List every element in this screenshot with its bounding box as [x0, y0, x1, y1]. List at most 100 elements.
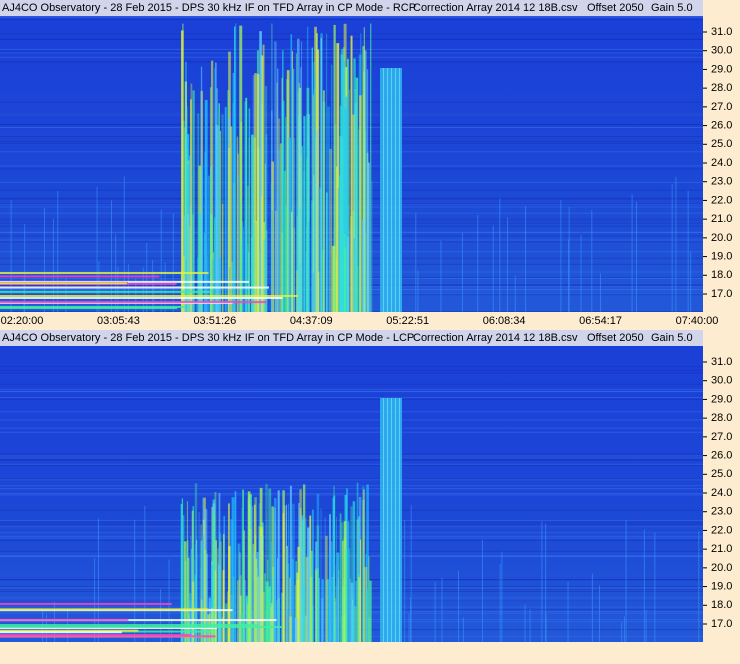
burst-streak [274, 41, 277, 313]
burst-streak [257, 576, 259, 642]
faint-streak [591, 573, 593, 642]
faint-streak [591, 209, 593, 312]
burst-streak [234, 491, 237, 642]
burst-streak [185, 541, 187, 642]
noise-line [0, 532, 703, 534]
time-label: 05:22:51 [386, 315, 429, 327]
burst-streak [200, 66, 203, 312]
burst-streak [355, 580, 357, 642]
time-label: 06:08:34 [483, 315, 526, 327]
burst-streak [311, 200, 314, 312]
burst-streak [181, 30, 184, 312]
noise-line [0, 459, 703, 461]
burst-streak [367, 162, 370, 312]
burst-streak [303, 116, 306, 312]
noise-line [0, 411, 703, 413]
burst-streak [267, 619, 271, 642]
noise-line [0, 519, 703, 521]
burst-streak [190, 548, 193, 642]
faint-streak [417, 270, 419, 312]
burst-streak [341, 540, 344, 642]
noise-line [0, 479, 703, 481]
faint-streak [52, 218, 54, 312]
burst-streak [255, 558, 258, 642]
burst-streak [211, 564, 213, 642]
burst-streak [180, 503, 183, 642]
faint-streak [541, 521, 543, 642]
burst-streak [292, 68, 295, 312]
burst-streak [369, 580, 372, 642]
noise-line [0, 33, 703, 35]
noise-band-line [399, 398, 400, 642]
faint-streak [477, 215, 479, 312]
noise-line [0, 453, 703, 455]
burst-streak [316, 525, 320, 642]
burst-streak [244, 579, 246, 642]
frequency-label: 17.0 [711, 288, 732, 300]
faint-streak [10, 199, 12, 312]
burst-streak [321, 578, 324, 642]
faint-streak [320, 508, 322, 642]
burst-streak [366, 484, 369, 642]
interference-line [0, 618, 129, 621]
noise-line [0, 556, 703, 558]
burst-streak [314, 74, 316, 313]
burst-streak [257, 74, 260, 312]
faint-streak [144, 505, 146, 642]
noise-band-line [395, 398, 396, 642]
burst-streak [333, 495, 336, 642]
noise-line [0, 372, 703, 374]
noise-band-line [387, 398, 388, 642]
faint-streak [160, 209, 162, 312]
faint-streak [600, 273, 602, 312]
burst-streak [316, 49, 320, 312]
noise-line [0, 509, 703, 511]
spectrogram [0, 0, 703, 313]
noise-line [0, 478, 703, 480]
burst-streak [289, 577, 291, 642]
burst-streak [245, 97, 248, 312]
faint-streak [341, 599, 343, 642]
burst-streak [320, 37, 322, 313]
burst-streak [294, 617, 298, 642]
burst-streak [331, 576, 335, 642]
faint-streak [194, 559, 196, 642]
burst-streak [300, 145, 303, 312]
burst-streak [262, 591, 265, 642]
correction-file: Correction Array 2014 12 18B.csv [413, 2, 578, 14]
burst-streak [306, 157, 309, 312]
burst-streak [356, 482, 359, 642]
burst-streak [279, 143, 283, 312]
burst-streak [316, 493, 320, 642]
burst-streak [299, 516, 303, 642]
frequency-label: 24.0 [711, 487, 732, 499]
noise-line [0, 457, 703, 459]
burst-streak [204, 152, 207, 312]
faint-streak [675, 176, 677, 312]
time-label: 04:37:09 [290, 315, 333, 327]
frequency-label: 30.0 [711, 375, 732, 387]
faint-streak [142, 267, 144, 312]
interference-line [0, 631, 122, 634]
burst-streak [368, 556, 370, 642]
burst-streak [260, 526, 264, 642]
burst-streak [305, 518, 307, 642]
faint-streak [202, 534, 204, 642]
faint-streak [134, 519, 136, 642]
burst-streak [228, 503, 230, 642]
panel-title: AJ4CO Observatory - 28 Feb 2015 - DPS 30… [2, 332, 414, 344]
frequency-label: 26.0 [711, 119, 732, 131]
faint-streak [545, 614, 547, 642]
burst-streak [194, 483, 198, 642]
burst-streak [360, 539, 362, 642]
burst-streak [265, 134, 268, 312]
interference-line [0, 275, 160, 278]
burst-streak [252, 218, 254, 312]
burst-streak [270, 541, 273, 642]
burst-streak [247, 243, 249, 312]
burst-streak [280, 232, 284, 312]
offset: Offset 2050 [587, 332, 644, 344]
frequency-label: 28.0 [711, 412, 732, 424]
noise-line [0, 550, 703, 552]
burst-streak [214, 570, 217, 642]
